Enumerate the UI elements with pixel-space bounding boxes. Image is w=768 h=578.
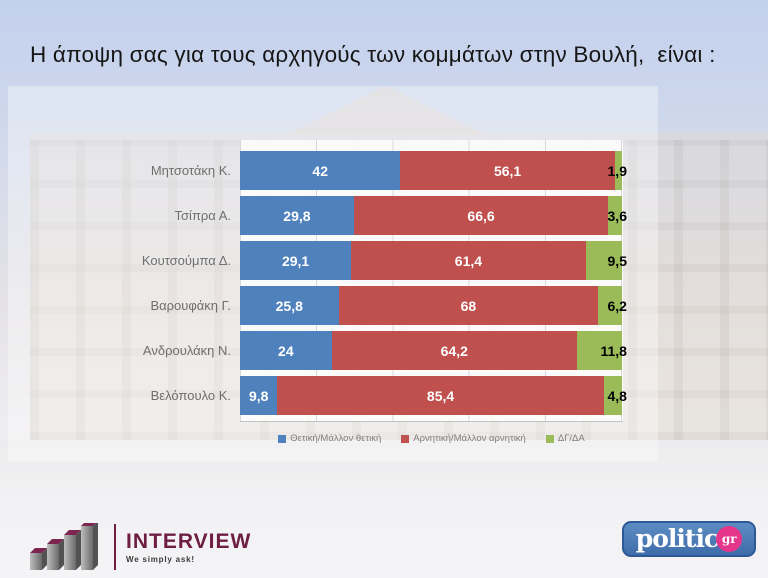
bar-track: 25,8 68 6,2 bbox=[240, 286, 627, 325]
chart-legend: Θετική/Μάλλον θετική Αρνητική/Μάλλον αρνη… bbox=[240, 433, 623, 444]
logo-divider bbox=[114, 524, 116, 570]
bar-row: Ανδρουλάκη Ν. 24 64,2 11,8 bbox=[30, 331, 630, 370]
bar-row: Βελόπουλο Κ. 9,8 85,4 4,8 bbox=[30, 376, 630, 415]
value-label: 64,2 bbox=[440, 342, 468, 359]
value-label: 68 bbox=[460, 297, 477, 314]
legend-item: ΔΓ/ΔΑ bbox=[545, 433, 585, 444]
legend-label: ΔΓ/ΔΑ bbox=[557, 433, 585, 444]
bar-track: 29,8 66,6 3,6 bbox=[240, 196, 627, 235]
bar-segment: 9,8 bbox=[240, 376, 278, 415]
bar-segment: 68 bbox=[338, 286, 599, 325]
bar-segment: 25,8 bbox=[240, 286, 339, 325]
bar-segment: 9,5 bbox=[585, 241, 627, 280]
legend-item: Αρνητική/Μάλλον αρνητική bbox=[401, 433, 526, 444]
legend-label: Θετική/Μάλλον θετική bbox=[290, 433, 382, 444]
bar-track: 42 56,1 1,9 bbox=[240, 151, 627, 190]
bar-track: 29,1 61,4 9,5 bbox=[240, 241, 627, 280]
value-label: 3,6 bbox=[607, 207, 627, 224]
bar-segment: 4,8 bbox=[603, 376, 627, 415]
bar-row: Κουτσούμπα Δ. 29,1 61,4 9,5 bbox=[30, 241, 630, 280]
legend-swatch bbox=[545, 434, 554, 443]
bar-segment: 85,4 bbox=[277, 376, 604, 415]
politic-gr-badge: gr bbox=[716, 526, 743, 552]
page-title: Η άποψη σας για τους αρχηγούς των κομμάτ… bbox=[30, 42, 716, 67]
value-label: 1,9 bbox=[607, 162, 627, 179]
stacked-bar-chart: Μητσοτάκη Κ. 42 56,1 1,9 Τσίπρα Α. 29,8 66,6 3,… bbox=[30, 140, 630, 456]
bar-segment: 64,2 bbox=[331, 331, 577, 370]
bar-segment: 29,1 bbox=[240, 241, 352, 280]
bar-track: 24 64,2 11,8 bbox=[240, 331, 627, 370]
category-label: Τσίπρα Α. bbox=[174, 208, 231, 223]
value-label: 56,1 bbox=[493, 162, 522, 179]
category-label: Κουτσούμπα Δ. bbox=[141, 253, 231, 268]
value-label: 29,1 bbox=[281, 252, 310, 269]
bar-segment: 61,4 bbox=[351, 241, 586, 280]
value-label: 11,8 bbox=[600, 342, 627, 359]
category-label: Βαρουφάκη Γ. bbox=[150, 298, 231, 313]
legend-label: Αρνητική/Μάλλον αρνητική bbox=[413, 433, 526, 444]
legend-swatch bbox=[278, 434, 287, 443]
bar-rows: Μητσοτάκη Κ. 42 56,1 1,9 Τσίπρα Α. 29,8 66,6 3,… bbox=[30, 146, 630, 415]
bar-row: Βαρουφάκη Γ. 25,8 68 6,2 bbox=[30, 286, 630, 325]
value-label: 25,8 bbox=[275, 297, 303, 314]
interview-name: INTERVIEW bbox=[126, 529, 252, 553]
bar-segment: 66,6 bbox=[353, 196, 609, 235]
bar-segment: 3,6 bbox=[608, 196, 627, 235]
bar-row: Μητσοτάκη Κ. 42 56,1 1,9 bbox=[30, 151, 630, 190]
bar-chart-3d-icon bbox=[30, 523, 98, 570]
category-label: Ανδρουλάκη Ν. bbox=[142, 343, 231, 358]
value-label: 9,5 bbox=[607, 252, 627, 269]
bar-segment: 56,1 bbox=[400, 151, 615, 190]
bar-segment: 42 bbox=[240, 151, 401, 190]
category-label: Βελόπουλο Κ. bbox=[150, 388, 231, 403]
value-label: 66,6 bbox=[467, 207, 495, 224]
interview-logo: INTERVIEW We simply ask! bbox=[28, 523, 251, 571]
category-label: Μητσοτάκη Κ. bbox=[150, 163, 231, 178]
bar-track: 9,8 85,4 4,8 bbox=[240, 376, 627, 415]
bar-segment: 6,2 bbox=[598, 286, 627, 325]
value-label: 6,2 bbox=[607, 297, 627, 314]
value-label: 42 bbox=[312, 162, 328, 179]
bar-segment: 29,8 bbox=[240, 196, 354, 235]
interview-tagline: We simply ask! bbox=[126, 554, 195, 564]
politic-logo: politic gr bbox=[622, 521, 756, 557]
interview-logo-text: INTERVIEW We simply ask! bbox=[126, 531, 251, 564]
bar-segment: 11,8 bbox=[576, 331, 627, 370]
bar-segment: 1,9 bbox=[608, 151, 627, 190]
bar-row: Τσίπρα Α. 29,8 66,6 3,6 bbox=[30, 196, 630, 235]
value-label: 24 bbox=[278, 342, 294, 359]
value-label: 9,8 bbox=[248, 387, 269, 404]
legend-swatch bbox=[401, 434, 410, 443]
bar-segment: 24 bbox=[240, 331, 332, 370]
legend-item: Θετική/Μάλλον θετική bbox=[278, 433, 381, 444]
politic-logo-text: politic bbox=[635, 523, 719, 553]
value-label: 85,4 bbox=[426, 387, 455, 404]
value-label: 4,8 bbox=[607, 387, 627, 404]
value-label: 61,4 bbox=[454, 252, 483, 269]
politic-gr-suffix: gr bbox=[721, 532, 737, 546]
value-label: 29,8 bbox=[283, 207, 311, 224]
